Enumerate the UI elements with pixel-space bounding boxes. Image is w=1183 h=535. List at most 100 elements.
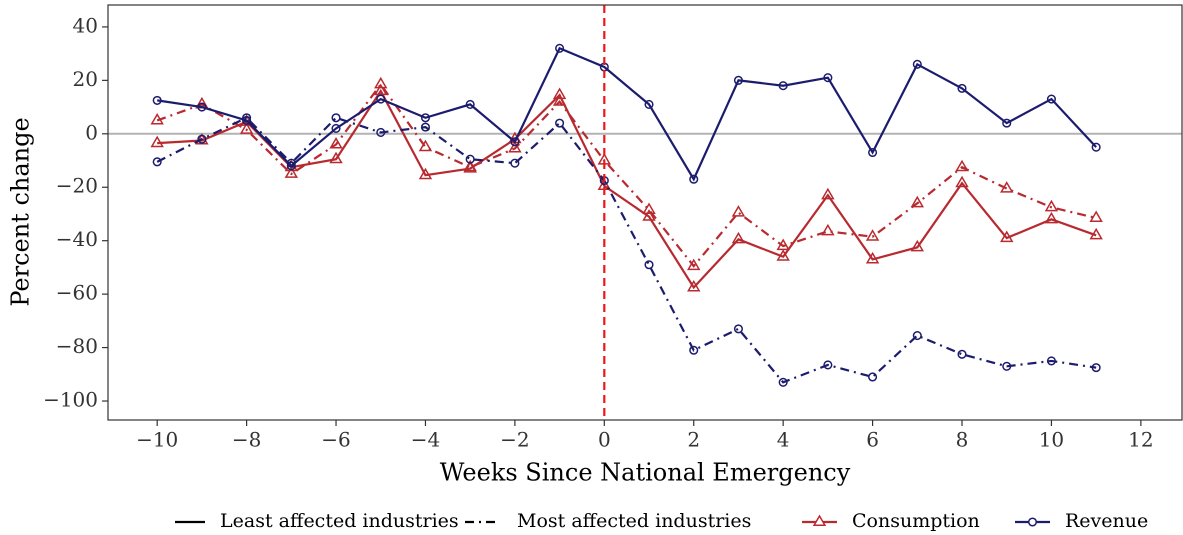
point <box>1046 356 1056 366</box>
point <box>823 73 833 83</box>
point <box>821 187 835 200</box>
point <box>376 94 386 104</box>
point <box>374 76 388 89</box>
x-tick-label: 8 <box>956 428 969 452</box>
legend-marker <box>812 514 827 527</box>
point <box>733 324 743 334</box>
point <box>642 209 656 221</box>
y-tick-label: −80 <box>56 334 98 358</box>
point <box>463 159 477 172</box>
point <box>1089 227 1103 240</box>
x-tick-label: −6 <box>321 428 350 452</box>
point <box>778 377 788 387</box>
y-tick-label: 0 <box>85 120 98 144</box>
x-tick-label: −4 <box>411 428 440 452</box>
x-axis-title: Weeks Since National Emergency <box>440 459 851 487</box>
point <box>910 195 925 208</box>
point <box>376 127 386 138</box>
point <box>912 331 922 341</box>
point <box>644 260 654 270</box>
x-tick-label: 0 <box>598 428 611 452</box>
x-tick-label: 12 <box>1128 428 1153 452</box>
point <box>284 166 299 178</box>
point <box>955 175 969 188</box>
point <box>286 158 296 168</box>
legend-label: Most affected industries <box>517 510 751 532</box>
point <box>418 139 433 152</box>
point <box>555 118 565 128</box>
point <box>821 223 835 236</box>
point <box>1002 361 1012 371</box>
point <box>957 83 967 93</box>
point <box>865 229 880 241</box>
point <box>955 159 969 172</box>
series-line <box>157 46 1097 182</box>
point <box>152 95 162 105</box>
point <box>687 258 701 271</box>
point <box>420 113 431 123</box>
point <box>552 94 567 106</box>
point <box>823 360 833 370</box>
point <box>1000 230 1014 243</box>
point <box>420 122 431 132</box>
point <box>957 349 967 359</box>
series-line <box>156 116 1097 384</box>
point <box>1044 199 1059 212</box>
legend-label: Least affected industries <box>220 510 459 532</box>
point <box>1000 181 1014 193</box>
point <box>868 372 878 382</box>
point <box>1002 118 1012 128</box>
point <box>329 136 343 149</box>
point <box>642 202 656 215</box>
point <box>731 205 746 217</box>
point <box>150 112 164 125</box>
point <box>197 102 207 112</box>
y-tick-label: 40 <box>73 13 98 37</box>
point <box>510 137 520 147</box>
panel-border <box>107 4 1183 421</box>
point <box>689 174 699 184</box>
point <box>465 154 475 164</box>
series-line <box>156 82 1097 268</box>
point <box>687 279 701 292</box>
x-tick-label: −8 <box>232 428 261 452</box>
y-tick-label: −60 <box>56 281 98 305</box>
point <box>731 231 746 244</box>
point <box>195 132 209 145</box>
point <box>418 167 433 180</box>
y-tick-label: −20 <box>56 174 98 198</box>
point <box>239 122 254 134</box>
point <box>776 249 790 261</box>
point <box>1044 211 1059 224</box>
x-tick-label: 2 <box>687 428 700 452</box>
point <box>1091 363 1101 373</box>
point <box>868 147 878 158</box>
y-tick-label: −100 <box>43 388 98 412</box>
x-tick-label: 4 <box>777 428 790 452</box>
legend-marker <box>1027 517 1038 527</box>
point <box>555 43 565 53</box>
x-tick-label: 10 <box>1039 428 1064 452</box>
point <box>197 134 207 144</box>
y-tick-label: 20 <box>73 67 98 91</box>
legend-label: Revenue <box>1065 510 1148 532</box>
point <box>1046 94 1056 104</box>
point <box>331 113 341 123</box>
point <box>465 99 475 109</box>
point <box>150 135 164 148</box>
y-axis-title: Percent change <box>7 117 35 306</box>
point <box>552 87 567 100</box>
x-tick-label: −10 <box>136 428 178 452</box>
x-tick-label: 6 <box>866 428 879 452</box>
x-tick-label: −2 <box>500 428 529 452</box>
point <box>508 141 522 153</box>
point <box>910 239 925 252</box>
point <box>510 158 520 168</box>
point <box>152 157 162 167</box>
series-line <box>157 88 1097 290</box>
point <box>331 123 341 134</box>
point <box>1089 210 1103 223</box>
point <box>778 81 788 91</box>
y-tick-label: −40 <box>56 227 98 251</box>
point <box>733 75 743 85</box>
